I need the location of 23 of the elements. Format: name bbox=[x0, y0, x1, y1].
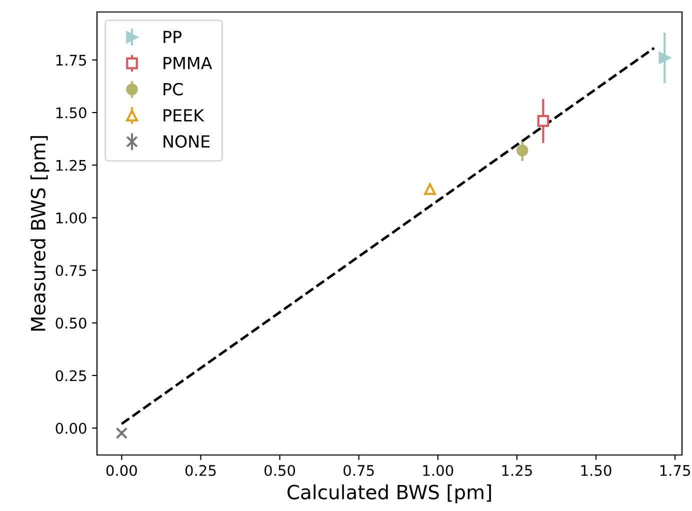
y-tick-label: 1.25 bbox=[56, 160, 86, 171]
y-tick-label: 0.75 bbox=[56, 265, 86, 276]
x-tick-label: 0.00 bbox=[106, 464, 137, 476]
legend-label: PP bbox=[164, 30, 182, 43]
x-tick-label: 0.75 bbox=[344, 464, 374, 476]
x-tick-label: 0.50 bbox=[264, 464, 296, 476]
x-tick-label: 0.25 bbox=[185, 464, 216, 476]
x-tick-label: 1.50 bbox=[581, 464, 612, 476]
legend-label: PEEK bbox=[164, 109, 204, 122]
legend-label: NONE bbox=[164, 135, 210, 148]
x-axis-title: Calculated BWS [pm] bbox=[288, 484, 491, 504]
y-tick-label: 0.25 bbox=[56, 370, 86, 382]
y-tick-label: 0.00 bbox=[56, 422, 86, 434]
y-tick-label: 0.50 bbox=[56, 318, 86, 329]
x-tick-label: 1.00 bbox=[423, 464, 454, 476]
y-tick-label: 1.00 bbox=[56, 212, 86, 224]
y-tick-label: 1.75 bbox=[56, 54, 86, 66]
legend-label: PMMA bbox=[164, 56, 212, 70]
x-tick-label: 1.75 bbox=[660, 465, 690, 476]
legend-label: PC bbox=[164, 82, 183, 96]
y-axis-title: Measured BWS [pm] bbox=[30, 136, 50, 331]
x-tick-label: 1.25 bbox=[502, 464, 532, 476]
y-tick-label: 1.50 bbox=[56, 107, 86, 118]
